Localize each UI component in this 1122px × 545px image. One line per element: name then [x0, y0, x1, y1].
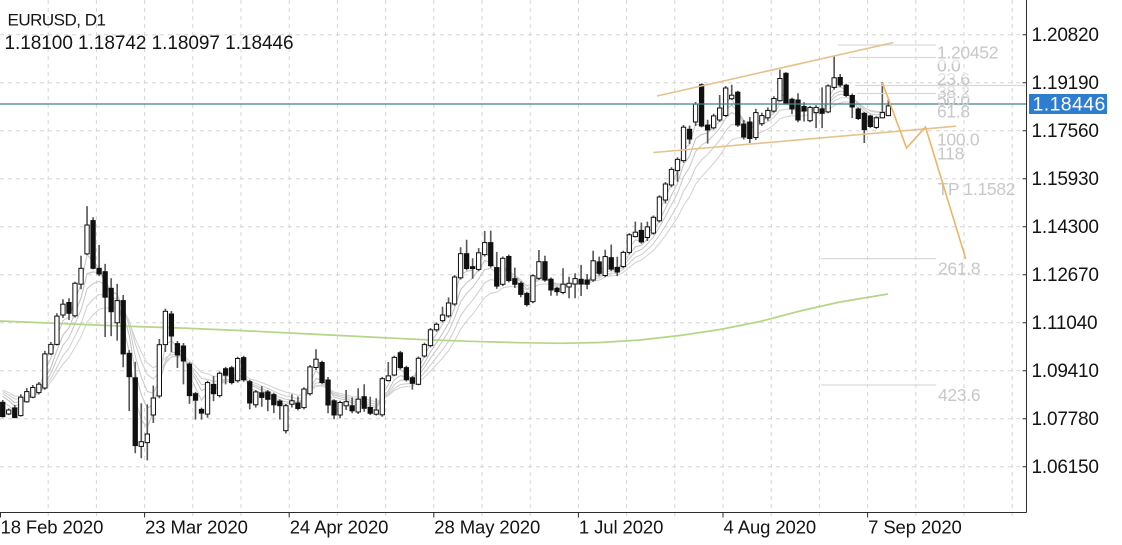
svg-text:23.6: 23.6 — [937, 69, 970, 89]
svg-text:7 Sep 2020: 7 Sep 2020 — [868, 517, 962, 538]
svg-text:423.6: 423.6 — [938, 385, 980, 405]
svg-text:118: 118 — [937, 144, 964, 164]
svg-text:1.18100 1.18742 1.18097 1.1844: 1.18100 1.18742 1.18097 1.18446 — [5, 33, 294, 54]
svg-text:1.20820: 1.20820 — [1032, 25, 1099, 46]
svg-text:38.2: 38.2 — [937, 82, 970, 102]
svg-text:1 Jul 2020: 1 Jul 2020 — [579, 517, 663, 538]
svg-text:1.15930: 1.15930 — [1032, 169, 1099, 190]
svg-text:1.12670: 1.12670 — [1032, 265, 1099, 286]
svg-text:1.17560: 1.17560 — [1032, 121, 1099, 142]
svg-text:0.0: 0.0 — [937, 55, 961, 75]
svg-text:38.2: 38.2 — [937, 82, 970, 102]
svg-text:100.0: 100.0 — [937, 130, 980, 150]
svg-text:TP 1.1582: TP 1.1582 — [938, 179, 1016, 199]
svg-text:50.0: 50.0 — [937, 90, 970, 110]
svg-text:23 Mar 2020: 23 Mar 2020 — [145, 517, 248, 538]
svg-text:1.19190: 1.19190 — [1032, 73, 1099, 94]
svg-text:4 Aug 2020: 4 Aug 2020 — [724, 517, 817, 538]
svg-text:24 Apr 2020: 24 Apr 2020 — [290, 517, 389, 538]
svg-text:1.09410: 1.09410 — [1032, 361, 1099, 382]
svg-text:1.07780: 1.07780 — [1032, 409, 1099, 430]
svg-text:50.0: 50.0 — [937, 90, 970, 110]
svg-text:23.6: 23.6 — [937, 69, 970, 89]
svg-text:0.0: 0.0 — [937, 55, 961, 75]
svg-text:1.11040: 1.11040 — [1032, 313, 1098, 334]
svg-text:1.14300: 1.14300 — [1032, 217, 1099, 238]
svg-text:1.18446: 1.18446 — [1033, 94, 1106, 116]
svg-text:261.8: 261.8 — [938, 259, 980, 279]
svg-text:EURUSD, D1: EURUSD, D1 — [8, 11, 106, 30]
svg-text:18 Feb 2020: 18 Feb 2020 — [1, 517, 104, 538]
svg-text:61.8: 61.8 — [937, 102, 970, 122]
svg-text:28 May 2020: 28 May 2020 — [434, 517, 540, 538]
svg-text:1.20452: 1.20452 — [937, 43, 998, 63]
svg-text:1.06150: 1.06150 — [1032, 457, 1099, 478]
